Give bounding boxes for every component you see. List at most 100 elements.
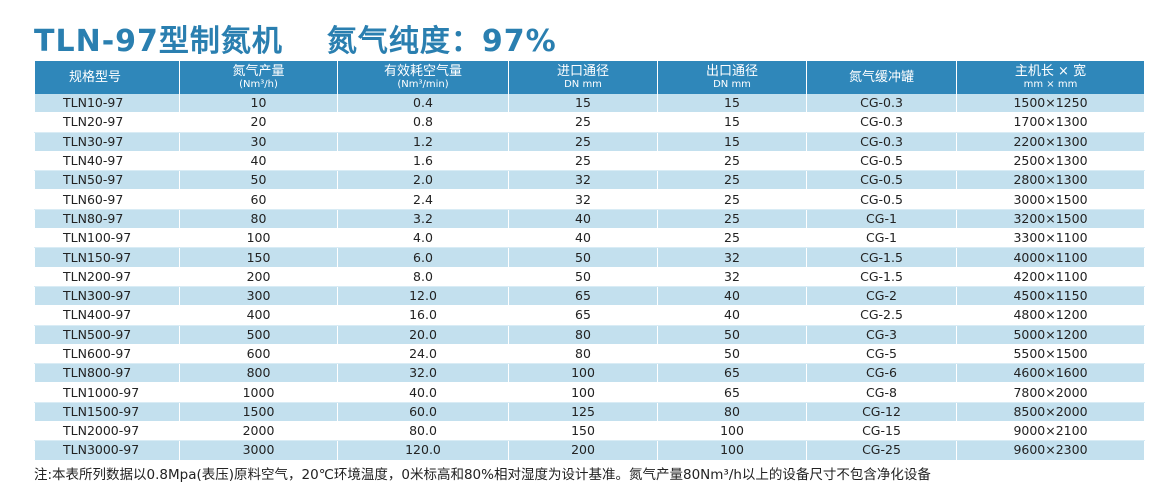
cell-model: TLN150-97 xyxy=(34,247,180,268)
cell-outlet-diameter: 100 xyxy=(657,440,807,461)
table-row: TLN500-97 500 20.0 80 50 CG-3 5000×1200 xyxy=(34,325,1145,345)
cell-model: TLN50-97 xyxy=(34,170,180,191)
cell-nitrogen-output: 3000 xyxy=(179,440,338,461)
header-outlet-diameter: 出口通径 DN mm xyxy=(657,61,807,94)
cell-outlet-diameter: 25 xyxy=(657,170,807,191)
table-row: TLN200-97 200 8.0 50 32 CG-1.5 4200×1100 xyxy=(34,267,1145,287)
table-row: TLN300-97 300 12.0 65 40 CG-2 4500×1150 xyxy=(34,286,1145,307)
cell-buffer-tank: CG-0.5 xyxy=(806,151,957,172)
cell-dimensions: 1700×1300 xyxy=(956,112,1145,133)
cell-dimensions: 3300×1100 xyxy=(956,228,1145,249)
cell-dimensions: 4500×1150 xyxy=(956,286,1145,307)
cell-air-consumption: 1.2 xyxy=(337,132,509,152)
cell-nitrogen-output: 800 xyxy=(179,363,338,384)
cell-inlet-diameter: 40 xyxy=(508,209,658,230)
cell-dimensions: 9600×2300 xyxy=(956,440,1145,461)
cell-nitrogen-output: 40 xyxy=(179,151,338,172)
cell-buffer-tank: CG-12 xyxy=(806,402,957,423)
cell-buffer-tank: CG-0.5 xyxy=(806,189,957,210)
cell-inlet-diameter: 15 xyxy=(508,94,658,114)
cell-dimensions: 5000×1200 xyxy=(956,325,1145,345)
cell-inlet-diameter: 50 xyxy=(508,267,658,287)
cell-nitrogen-output: 2000 xyxy=(179,421,338,442)
cell-air-consumption: 16.0 xyxy=(337,305,509,326)
table-row: TLN150-97 150 6.0 50 32 CG-1.5 4000×1100 xyxy=(34,247,1145,268)
cell-inlet-diameter: 125 xyxy=(508,402,658,423)
cell-air-consumption: 0.4 xyxy=(337,94,509,114)
cell-outlet-diameter: 80 xyxy=(657,402,807,423)
cell-air-consumption: 24.0 xyxy=(337,344,509,365)
cell-nitrogen-output: 600 xyxy=(179,344,338,365)
cell-buffer-tank: CG-1.5 xyxy=(806,247,957,268)
cell-model: TLN1500-97 xyxy=(34,402,180,423)
cell-nitrogen-output: 150 xyxy=(179,247,338,268)
cell-buffer-tank: CG-1.5 xyxy=(806,267,957,287)
table-row: TLN80-97 80 3.2 40 25 CG-1 3200×1500 xyxy=(34,209,1145,230)
cell-buffer-tank: CG-3 xyxy=(806,325,957,345)
title-purity: 氮气纯度：97% xyxy=(326,24,557,59)
cell-air-consumption: 6.0 xyxy=(337,247,509,268)
cell-nitrogen-output: 500 xyxy=(179,325,338,345)
cell-model: TLN40-97 xyxy=(34,151,180,172)
cell-dimensions: 5500×1500 xyxy=(956,344,1145,365)
cell-nitrogen-output: 50 xyxy=(179,170,338,191)
cell-inlet-diameter: 25 xyxy=(508,151,658,172)
cell-nitrogen-output: 300 xyxy=(179,286,338,307)
cell-model: TLN600-97 xyxy=(34,344,180,365)
cell-outlet-diameter: 50 xyxy=(657,344,807,365)
cell-nitrogen-output: 20 xyxy=(179,112,338,133)
cell-nitrogen-output: 100 xyxy=(179,228,338,249)
cell-dimensions: 4200×1100 xyxy=(956,267,1145,287)
header-buffer-tank: 氮气缓冲罐 xyxy=(806,61,957,94)
cell-buffer-tank: CG-0.3 xyxy=(806,132,957,152)
cell-outlet-diameter: 100 xyxy=(657,421,807,442)
cell-dimensions: 3000×1500 xyxy=(956,189,1145,210)
cell-buffer-tank: CG-25 xyxy=(806,440,957,461)
cell-dimensions: 7800×2000 xyxy=(956,382,1145,403)
cell-air-consumption: 40.0 xyxy=(337,382,509,403)
cell-nitrogen-output: 400 xyxy=(179,305,338,326)
cell-outlet-diameter: 50 xyxy=(657,325,807,345)
cell-outlet-diameter: 15 xyxy=(657,112,807,133)
page-title: TLN-97型制氮机 氮气纯度：97% xyxy=(34,16,557,59)
cell-air-consumption: 20.0 xyxy=(337,325,509,345)
table-row: TLN30-97 30 1.2 25 15 CG-0.3 2200×1300 xyxy=(34,132,1145,152)
table-row: TLN3000-97 3000 120.0 200 100 CG-25 9600×2300 xyxy=(34,440,1145,461)
header-model: 规格型号 xyxy=(34,61,180,94)
cell-air-consumption: 80.0 xyxy=(337,421,509,442)
cell-dimensions: 4000×1100 xyxy=(956,247,1145,268)
cell-nitrogen-output: 200 xyxy=(179,267,338,287)
cell-buffer-tank: CG-2 xyxy=(806,286,957,307)
cell-model: TLN400-97 xyxy=(34,305,180,326)
cell-air-consumption: 60.0 xyxy=(337,402,509,423)
cell-buffer-tank: CG-6 xyxy=(806,363,957,384)
cell-outlet-diameter: 32 xyxy=(657,247,807,268)
table-row: TLN100-97 100 4.0 40 25 CG-1 3300×1100 xyxy=(34,228,1145,249)
cell-outlet-diameter: 65 xyxy=(657,363,807,384)
header-air-consumption: 有效耗空气量 (Nm³/min) xyxy=(337,61,509,94)
cell-dimensions: 4800×1200 xyxy=(956,305,1145,326)
cell-inlet-diameter: 32 xyxy=(508,189,658,210)
cell-dimensions: 2500×1300 xyxy=(956,151,1145,172)
cell-air-consumption: 1.6 xyxy=(337,151,509,172)
cell-dimensions: 2200×1300 xyxy=(956,132,1145,152)
cell-model: TLN100-97 xyxy=(34,228,180,249)
cell-inlet-diameter: 25 xyxy=(508,112,658,133)
cell-model: TLN2000-97 xyxy=(34,421,180,442)
cell-outlet-diameter: 40 xyxy=(657,286,807,307)
cell-air-consumption: 4.0 xyxy=(337,228,509,249)
table-header-row: 规格型号 氮气产量 (Nm³/h) 有效耗空气量 (Nm³/min) 进口通径 DN … xyxy=(34,61,1145,94)
cell-outlet-diameter: 32 xyxy=(657,267,807,287)
cell-air-consumption: 12.0 xyxy=(337,286,509,307)
cell-outlet-diameter: 25 xyxy=(657,189,807,210)
cell-model: TLN3000-97 xyxy=(34,440,180,461)
cell-nitrogen-output: 10 xyxy=(179,94,338,114)
header-nitrogen-output: 氮气产量 (Nm³/h) xyxy=(179,61,338,94)
cell-dimensions: 2800×1300 xyxy=(956,170,1145,191)
cell-inlet-diameter: 80 xyxy=(508,344,658,365)
title-model: TLN-97型制氮机 xyxy=(34,24,283,59)
cell-buffer-tank: CG-0.3 xyxy=(806,112,957,133)
cell-nitrogen-output: 30 xyxy=(179,132,338,152)
cell-inlet-diameter: 150 xyxy=(508,421,658,442)
cell-air-consumption: 8.0 xyxy=(337,267,509,287)
